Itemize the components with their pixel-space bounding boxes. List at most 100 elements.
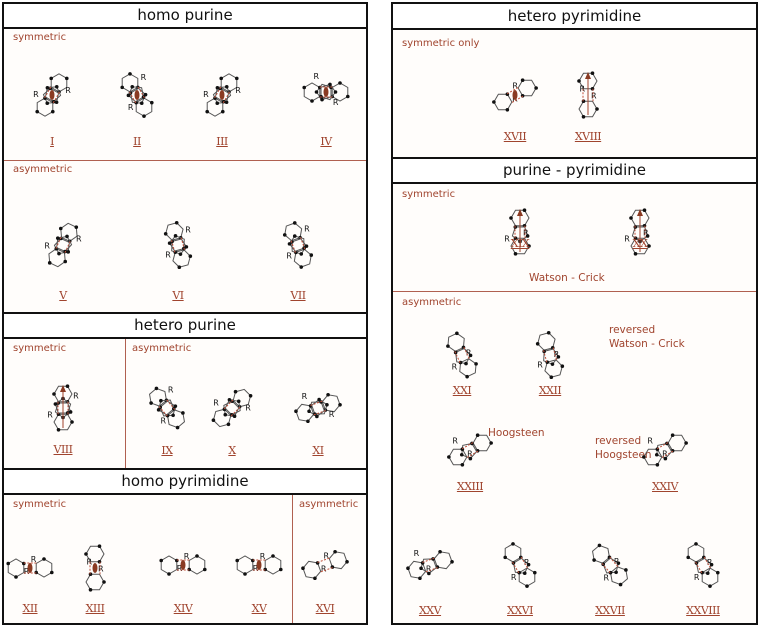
atom-dot xyxy=(475,433,480,438)
base-pair-XXV: RR xyxy=(406,549,454,581)
sugar-r-label: R xyxy=(647,437,653,446)
atom-dot xyxy=(88,587,93,592)
atom-dot xyxy=(219,76,224,81)
atom-dot xyxy=(49,570,54,575)
six-membered-ring xyxy=(236,555,254,575)
base-pair-XV: RR xyxy=(235,552,283,576)
hetero-pyrimidine-panel: hetero pyrimidine symmetric only xyxy=(391,2,758,159)
hydrogen-bond xyxy=(425,567,438,573)
base-pair-XXIII: RR xyxy=(447,433,493,467)
atom-dot xyxy=(618,582,623,587)
hydrogen-bond xyxy=(55,236,62,249)
atom-dot xyxy=(326,392,330,397)
sugar-r-label: R xyxy=(253,564,259,573)
atom-dot xyxy=(163,232,168,236)
reversed-hoogsteen-label-2: Hoogsteen xyxy=(595,449,652,461)
atom-dot xyxy=(139,101,144,106)
six-membered-ring xyxy=(459,358,477,378)
pair-label-XXIII: XXIII xyxy=(456,480,484,493)
sugar-r-label: R xyxy=(260,552,266,561)
sugar-r-label: R xyxy=(184,552,190,561)
six-membered-ring xyxy=(544,359,563,378)
homo-pyrimidine-title: homo pyrimidine xyxy=(4,470,366,495)
atom-dot xyxy=(465,374,469,379)
atom-dot xyxy=(670,433,675,438)
hetero-pyrimidine-symmetric-only-label: symmetric only xyxy=(402,38,480,49)
atom-dot xyxy=(74,225,79,229)
pair-label-XIII: XIII xyxy=(85,602,105,615)
atom-dot xyxy=(597,543,602,548)
six-membered-ring xyxy=(264,555,282,575)
sugar-r-label: R xyxy=(504,235,510,244)
atom-dot xyxy=(595,107,599,111)
atom-dot xyxy=(220,109,225,114)
atom-dot xyxy=(418,576,422,581)
base-pair-XI: RR xyxy=(294,392,342,424)
base-pair-II: RR xyxy=(120,72,154,118)
base-pair-XXVII: RR xyxy=(592,543,628,587)
atom-dot xyxy=(642,208,647,213)
atom-dot xyxy=(215,85,220,90)
atom-dot xyxy=(503,555,508,560)
atom-dot xyxy=(686,555,691,560)
six-membered-ring xyxy=(609,566,628,586)
hetero-purine-symmetric-label: symmetric xyxy=(13,343,67,354)
base-pair-XVII: RR xyxy=(492,78,538,112)
pair-label-VIII: VIII xyxy=(53,443,73,456)
atom-dot xyxy=(684,441,688,445)
atom-dot xyxy=(455,331,459,336)
atom-dot xyxy=(236,399,241,404)
sugar-r-label: R xyxy=(614,557,620,566)
hydrogen-bond xyxy=(543,350,548,363)
hydrogen-bond xyxy=(601,563,611,574)
atom-dot xyxy=(45,85,50,90)
twofold-axis-symbol xyxy=(256,560,262,570)
atom-dot xyxy=(224,100,229,105)
atom-dot xyxy=(53,402,58,406)
sugar-r-label: R xyxy=(86,558,92,567)
base-pair-XXII: RR xyxy=(535,330,565,380)
six-membered-ring xyxy=(667,434,687,452)
sugar-r-label: R xyxy=(537,361,543,370)
atom-dot xyxy=(126,93,131,98)
pair-label-XIV: XIV xyxy=(173,602,193,615)
atom-dot xyxy=(314,90,319,94)
atom-dot xyxy=(654,452,659,457)
atom-dot xyxy=(282,233,287,237)
hydrogen-bond xyxy=(466,450,479,458)
base-pair-XII: RR xyxy=(6,555,54,579)
atom-dot xyxy=(468,456,473,461)
atom-dot xyxy=(560,364,565,368)
atom-dot xyxy=(325,402,329,407)
pair-label-IV: IV xyxy=(320,135,332,148)
atom-dot xyxy=(54,84,59,89)
atom-dot xyxy=(527,244,531,248)
sugar-r-label: R xyxy=(512,81,518,90)
atom-dot xyxy=(63,259,68,264)
hydrogen-bond xyxy=(461,442,474,450)
atom-dot xyxy=(143,92,148,97)
atom-dot xyxy=(460,462,465,467)
sugar-r-label: R xyxy=(24,567,30,576)
atom-dot xyxy=(406,566,410,571)
sugar-r-label: R xyxy=(141,73,147,82)
hydrogen-bond xyxy=(44,86,52,99)
atom-dot xyxy=(278,567,283,572)
hydrogen-bond xyxy=(129,91,137,104)
arrow-head-icon xyxy=(585,72,591,79)
atom-dot xyxy=(184,245,189,249)
sugar-r-label: R xyxy=(168,385,174,394)
hydrogen-bond xyxy=(52,91,60,104)
atom-dot xyxy=(302,85,307,90)
sugar-r-label: R xyxy=(98,564,104,573)
atom-dot xyxy=(438,549,442,554)
sugar-r-label: R xyxy=(333,98,339,107)
atom-dot xyxy=(195,554,199,558)
section-divider xyxy=(125,339,126,468)
atom-dot xyxy=(655,462,660,467)
atom-dot xyxy=(694,542,698,546)
hydrogen-bond xyxy=(166,399,176,410)
atom-dot xyxy=(708,584,712,588)
